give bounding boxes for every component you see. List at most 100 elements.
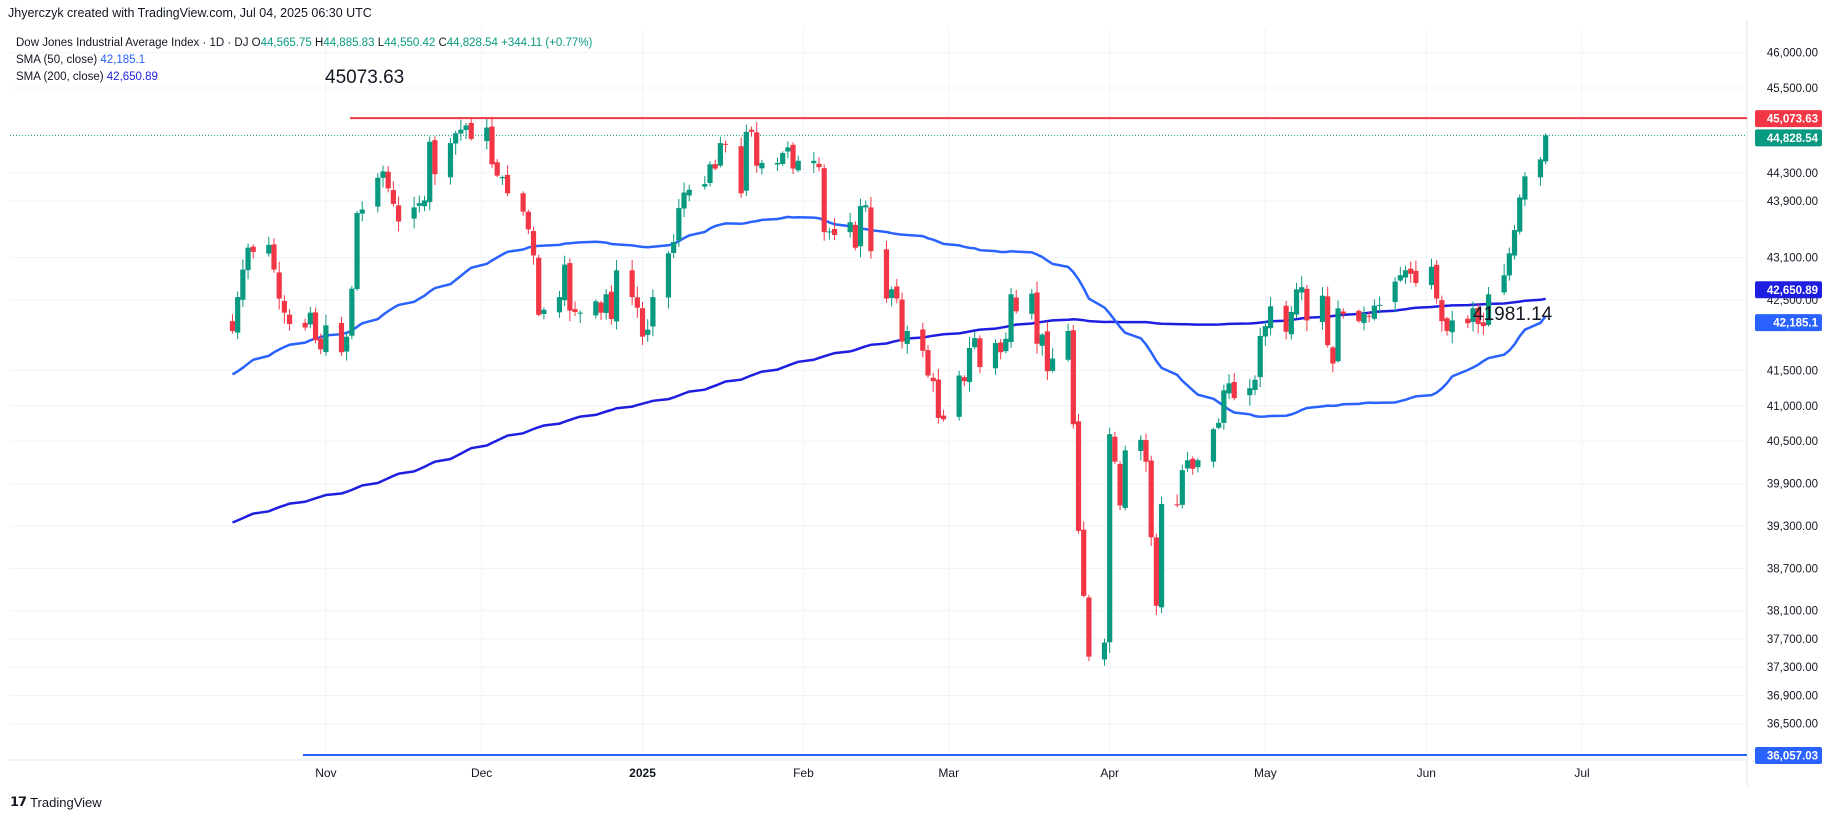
candle-body [831,228,838,235]
candle [1366,311,1372,323]
candle [1262,320,1268,346]
candle-body [489,126,495,165]
candle-body [323,325,329,353]
candle [1434,260,1440,304]
candle [780,151,786,166]
candle-body [608,291,614,320]
candle [380,165,386,188]
low-annotation[interactable]: 41981.14 [1473,304,1553,325]
candle-body [1107,434,1113,643]
candle-body [530,231,537,256]
price-tag: 44,828.54 [1755,129,1822,147]
ohlc-low-key: L [377,37,385,49]
candle-body [541,309,547,314]
candle [307,306,313,329]
high-annotation[interactable]: 45073.63 [325,67,405,88]
candle [608,285,614,325]
candle [1319,287,1326,330]
price-tag: 42,185.1 [1755,314,1822,332]
candle-body [1086,597,1092,657]
candle-body [525,211,531,230]
candles [229,116,1549,666]
candle-body [1475,308,1481,324]
candle [857,198,864,258]
candle-body [432,140,438,175]
candle-body [1195,460,1201,468]
candle [1444,316,1450,336]
candle-body [1252,379,1258,390]
candle [229,314,236,334]
ohlc-open-key: O [251,37,261,49]
candle [318,333,324,355]
sma50-value: 42,185.1 [100,54,146,66]
candle-body [344,336,350,352]
candle-body [1122,450,1128,508]
sma50-label: SMA (50, close) [16,54,98,66]
price-tag-label: 44,828.54 [1767,133,1819,145]
x-tick-label: Mar [938,766,959,780]
candle [629,259,635,306]
candle [883,240,890,303]
candle-body [593,301,599,316]
chart-attribution: Jhyerczyk created with TradingView.com, … [8,6,372,20]
price-tag: 45,073.63 [1755,110,1822,128]
candle [754,122,760,173]
candle-body [717,143,723,166]
candle [1449,310,1455,344]
candle-body [468,122,474,139]
tradingview-brand[interactable]: 𝟭𝟳 TradingView [10,794,102,810]
y-tick-label: 39,900.00 [1767,479,1818,491]
candle [1475,303,1481,334]
candle [593,299,599,319]
candle [920,322,926,358]
candle [935,369,941,424]
candle [541,307,547,320]
candle-body [1361,313,1367,323]
candle [447,138,454,185]
price-tag: 42,650.89 [1755,281,1822,299]
candle-body [598,302,604,313]
candle-body [634,297,640,308]
candle-body [795,160,801,171]
candle-body [868,207,874,252]
candle [1003,332,1009,354]
candle [1190,456,1196,475]
x-tick-label: Jul [1574,766,1589,780]
candle [416,195,422,213]
candle [613,259,620,330]
candle [977,335,983,374]
candle [1158,496,1165,614]
y-tick-label: 37,700.00 [1767,634,1818,646]
candle [634,286,640,318]
candle-body [1008,294,1014,342]
candle [1210,427,1217,468]
candle-body [1184,460,1191,469]
candle [312,307,319,344]
candle-body [1226,383,1232,394]
candle [567,258,573,322]
x-tick-label: May [1254,766,1277,780]
legend-sma50-row[interactable]: SMA (50, close) 42,185.1 [16,52,592,69]
candle-body [1034,292,1040,344]
candle-body [1304,288,1310,321]
candle [354,210,360,291]
y-tick-label: 40,500.00 [1767,436,1818,448]
candle [1221,384,1227,430]
candle [816,157,822,172]
x-tick-label: Feb [793,766,814,780]
candle [1470,301,1476,332]
candle-body [1112,436,1118,462]
candle [1101,638,1108,666]
legend-sma200-row[interactable]: SMA (200, close) 42,650.89 [16,69,592,86]
candle-body [1013,297,1019,312]
candle [722,140,729,153]
candle-body [266,244,272,254]
candle [484,119,490,150]
candle-body [447,143,454,178]
candle-body [1267,306,1274,329]
candle [925,344,931,378]
candle [1340,308,1346,319]
candle [821,164,827,241]
candle-body [276,272,282,299]
